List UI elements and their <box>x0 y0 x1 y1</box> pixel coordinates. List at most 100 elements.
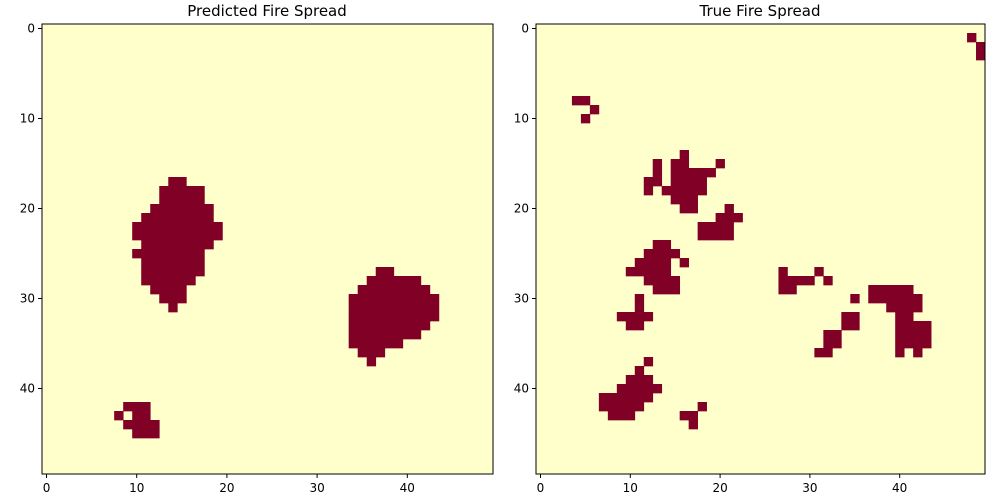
true-fire-cell <box>850 294 860 304</box>
predicted-fire-cell <box>393 330 404 340</box>
true-x-axis: 0 10 20 30 40 <box>537 474 907 495</box>
predicted-y-tick-label: 10 <box>20 112 35 126</box>
true-fire-cell <box>805 276 815 286</box>
true-fire-cell <box>895 321 905 331</box>
predicted-fire-cell <box>132 402 142 412</box>
predicted-fire-cell <box>411 330 422 340</box>
true-fire-cell <box>913 348 923 358</box>
predicted-fire-cell <box>168 258 178 268</box>
predicted-fire-cell <box>159 195 169 205</box>
predicted-fire-cell <box>168 177 178 187</box>
true-fire-cell <box>841 312 851 322</box>
true-fire-cell <box>967 33 977 43</box>
true-fire-cell <box>787 276 797 286</box>
predicted-fire-cell <box>384 321 395 331</box>
true-fire-cell <box>643 267 654 277</box>
predicted-fire-cell <box>141 267 151 277</box>
predicted-fire-cell <box>375 294 386 304</box>
true-fire-cell <box>634 393 645 403</box>
predicted-fire-cell <box>141 402 151 412</box>
true-fire-cell <box>922 321 932 331</box>
predicted-fire-cell <box>384 285 395 295</box>
predicted-fire-cell <box>150 285 160 295</box>
predicted-fire-cell <box>177 294 187 304</box>
predicted-fire-cell <box>141 222 151 232</box>
predicted-fire-cell <box>168 285 178 295</box>
predicted-fire-cell <box>186 222 196 232</box>
true-fire-cell <box>652 249 663 259</box>
true-fire-cell <box>886 285 896 295</box>
true-fire-cell <box>850 321 860 331</box>
true-fire-cell <box>634 258 645 268</box>
predicted-fire-cell <box>213 231 223 241</box>
predicted-fire-cell <box>204 222 214 232</box>
predicted-fire-cell <box>150 429 160 439</box>
predicted-fire-cell <box>168 240 178 250</box>
predicted-fire-cell <box>366 285 377 295</box>
predicted-y-axis: 0 10 20 30 40 <box>20 22 42 396</box>
predicted-fire-cell <box>159 204 169 214</box>
true-fire-cell <box>715 231 725 241</box>
true-y-tick-label: 10 <box>514 112 529 126</box>
predicted-y-tick-label: 0 <box>27 22 35 36</box>
true-fire-cell <box>697 231 707 241</box>
true-y-tick-label: 0 <box>521 22 529 36</box>
predicted-fire-cell <box>150 204 160 214</box>
true-x-tick-label: 30 <box>802 481 817 495</box>
predicted-fire-cell <box>132 222 142 232</box>
predicted-fire-cell <box>168 204 178 214</box>
true-fire-cell <box>778 267 788 277</box>
predicted-fire-cell <box>195 195 205 205</box>
predicted-fire-cell <box>186 231 196 241</box>
true-fire-cell <box>823 339 833 349</box>
predicted-fire-cell <box>159 276 169 286</box>
predicted-fire-cell <box>141 429 151 439</box>
predicted-fire-cell <box>195 186 205 196</box>
true-y-tick-label: 40 <box>514 382 529 396</box>
true-fire-cell <box>670 285 681 295</box>
predicted-fire-cell <box>411 312 422 322</box>
true-x-tick-label: 40 <box>892 481 907 495</box>
true-fire-cell <box>688 177 698 187</box>
true-fire-cell <box>823 348 833 358</box>
true-fire-cell <box>616 411 627 421</box>
true-fire-cell <box>607 393 618 403</box>
predicted-fire-cell <box>348 321 359 331</box>
predicted-x-tick-label: 10 <box>129 481 144 495</box>
predicted-fire-cell <box>159 267 169 277</box>
predicted-fire-cell <box>357 294 368 304</box>
predicted-fire-cell <box>168 222 178 232</box>
predicted-fire-cell <box>159 258 169 268</box>
predicted-fire-cell <box>357 303 368 313</box>
predicted-fire-cell <box>375 312 386 322</box>
true-y-axis: 0 10 20 30 40 <box>514 22 536 396</box>
predicted-fire-cell <box>195 204 205 214</box>
true-fire-cell <box>661 240 672 250</box>
predicted-fire-cell <box>393 285 404 295</box>
predicted-y-tick-label: 40 <box>20 382 35 396</box>
predicted-x-tick-label: 30 <box>309 481 324 495</box>
predicted-fire-cell <box>168 267 178 277</box>
predicted-fire-cell <box>357 312 368 322</box>
true-fire-cell <box>895 303 905 313</box>
true-fire-cell <box>724 213 734 223</box>
predicted-fire-cell <box>150 240 160 250</box>
true-fire-cell <box>697 186 707 196</box>
true-fire-cell <box>634 402 645 412</box>
predicted-fire-cell <box>393 294 404 304</box>
true-fire-cell <box>616 393 627 403</box>
true-fire-cell <box>724 204 734 214</box>
true-fire-cell <box>877 285 887 295</box>
predicted-x-tick-label: 0 <box>43 481 51 495</box>
predicted-fire-cell <box>150 420 160 430</box>
true-fire-cell <box>625 411 636 421</box>
true-fire-cell <box>724 222 734 232</box>
true-fire-cell <box>697 177 707 187</box>
predicted-fire-cell <box>168 303 178 313</box>
predicted-fire-cell <box>393 276 404 286</box>
true-fire-cell <box>580 96 591 106</box>
true-fire-cell <box>616 384 627 394</box>
predicted-fire-cell <box>384 303 395 313</box>
true-fire-cell <box>679 150 690 160</box>
predicted-fire-cell <box>429 303 440 313</box>
